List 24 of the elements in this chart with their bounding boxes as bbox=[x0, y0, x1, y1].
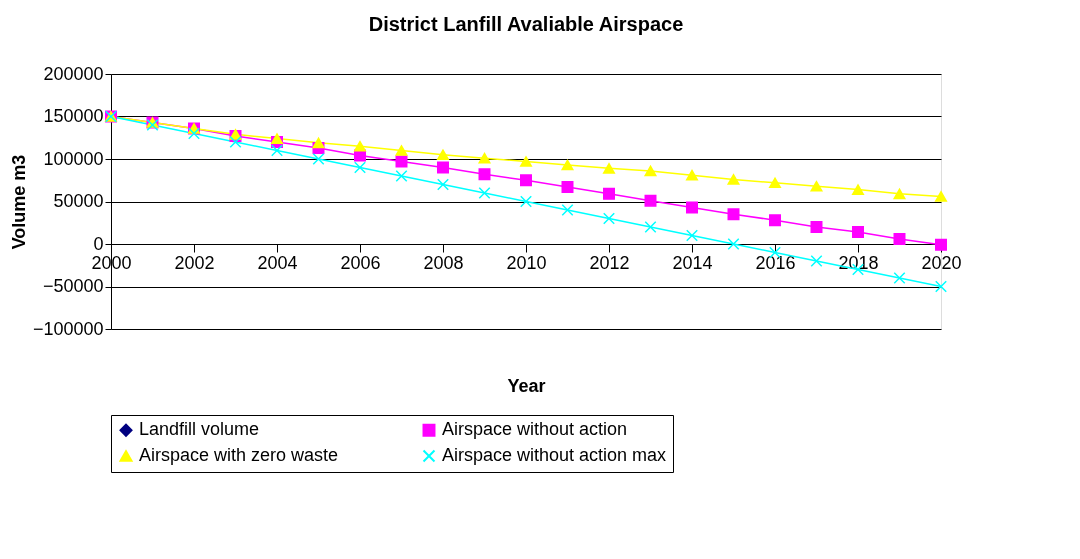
legend-label: Airspace with zero waste bbox=[139, 445, 339, 465]
y-tick-label: 100000 bbox=[43, 148, 104, 169]
x-tick-label: 2020 bbox=[921, 252, 962, 273]
x-tick-label: 2016 bbox=[755, 252, 796, 273]
x-tick-label: 2010 bbox=[506, 252, 547, 273]
x-tick-label: 2002 bbox=[174, 252, 215, 273]
y-tick-label: 150000 bbox=[43, 106, 104, 126]
legend-label: Airspace without action bbox=[442, 419, 628, 440]
x-tick-label: 2006 bbox=[340, 252, 381, 273]
legend-label: Airspace without action max bbox=[442, 445, 667, 465]
legend-label: Landfill volume bbox=[139, 419, 260, 440]
y-axis-title: Volume m3 bbox=[8, 154, 29, 250]
y-tick-label: −50000 bbox=[42, 276, 104, 296]
x-tick-label: 2014 bbox=[672, 252, 713, 273]
y-tick-label: 50000 bbox=[53, 191, 104, 211]
y-tick-label: 200000 bbox=[43, 63, 104, 84]
x-tick-label: 2004 bbox=[257, 252, 298, 273]
x-tick-label: 2012 bbox=[589, 252, 630, 273]
y-tick-label: −100000 bbox=[32, 318, 104, 339]
x-tick-label: 2008 bbox=[423, 252, 464, 273]
x-tick-label: 2018 bbox=[838, 252, 879, 273]
chart-title: District Lanfill Avaliable Airspace bbox=[368, 13, 684, 35]
x-axis-title: Year bbox=[507, 375, 546, 396]
y-tick-label: 0 bbox=[93, 233, 104, 254]
